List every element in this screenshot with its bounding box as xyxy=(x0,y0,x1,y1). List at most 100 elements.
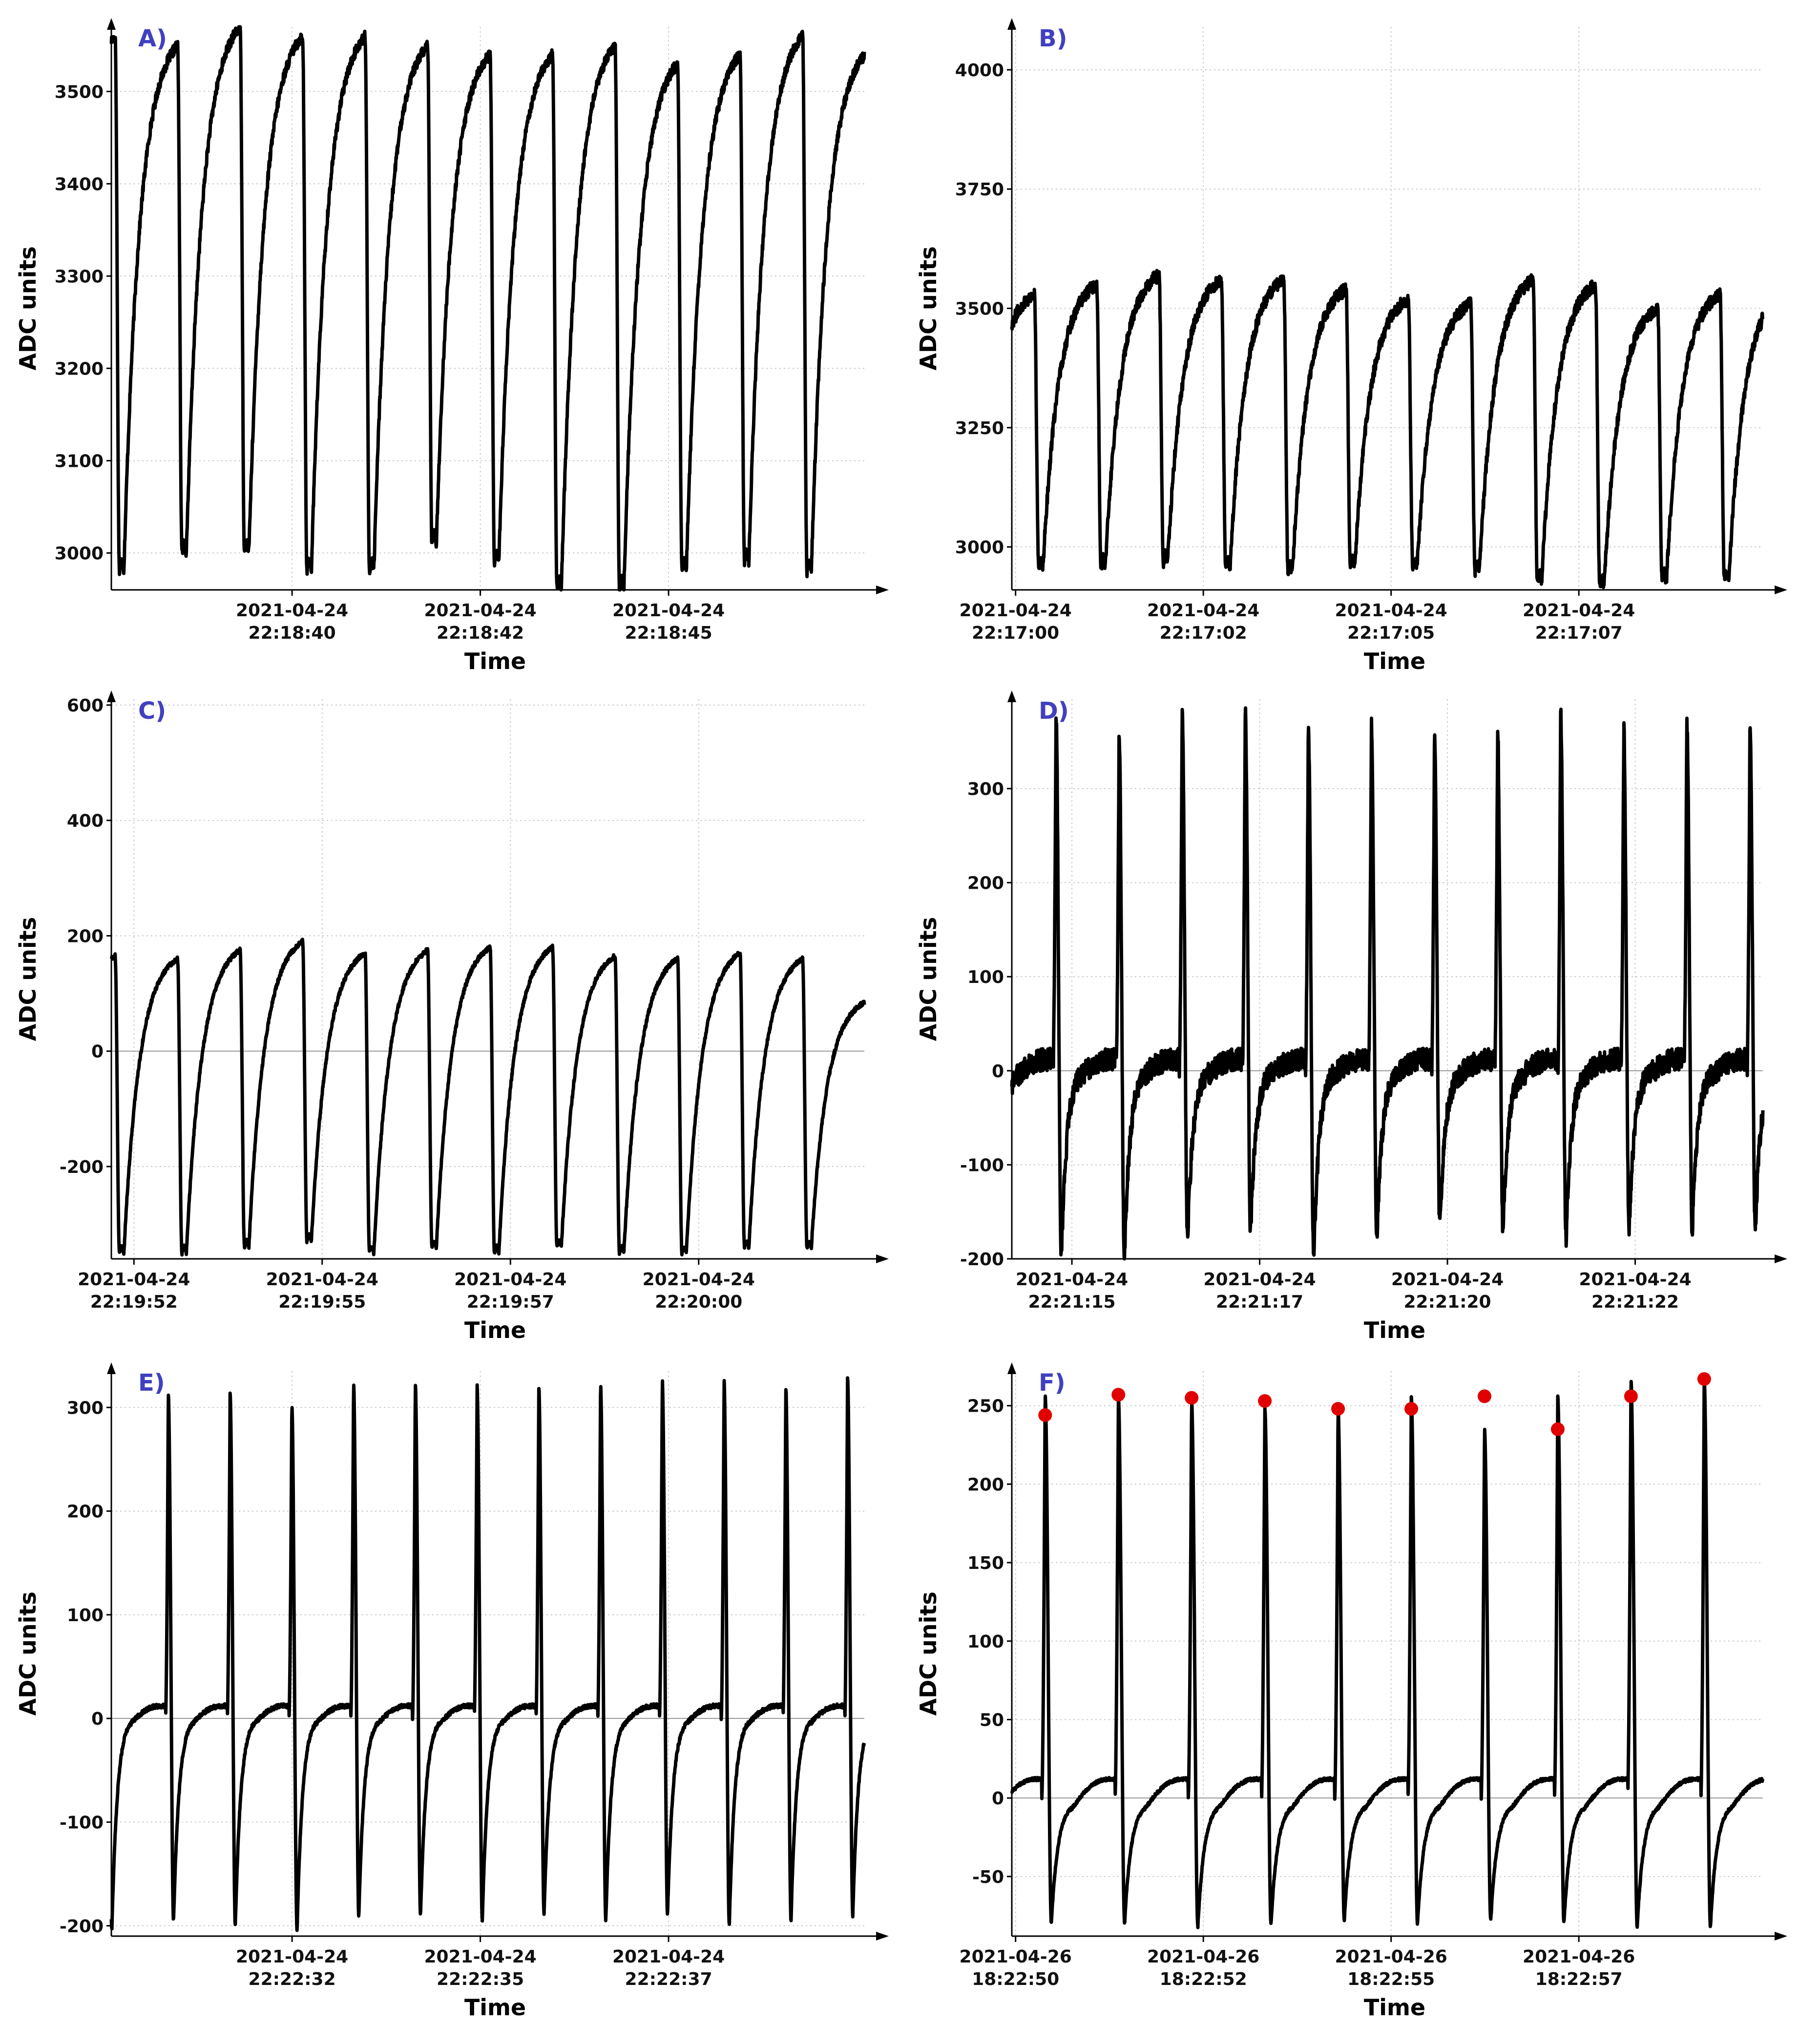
y-tick-label: 300 xyxy=(967,779,1004,799)
y-tick-label: 3200 xyxy=(55,359,104,379)
x-tick-date: 2021-04-24 xyxy=(1335,601,1447,621)
x-axis-title: Time xyxy=(1364,1994,1425,2021)
y-tick-label: 3750 xyxy=(955,180,1004,200)
x-tick-time: 22:21:20 xyxy=(1403,1292,1491,1312)
y-tick-label: 100 xyxy=(967,1632,1004,1652)
y-tick-label: 200 xyxy=(67,1502,104,1522)
panel-E: -200-10001002003002021-04-2422:22:322021… xyxy=(15,1362,889,2021)
x-tick-date: 2021-04-26 xyxy=(960,1947,1072,1967)
y-axis-title: ADC units xyxy=(15,1591,41,1715)
x-tick-time: 22:21:15 xyxy=(1028,1292,1115,1312)
y-tick-label: 4000 xyxy=(955,61,1004,81)
series-line xyxy=(1010,706,1765,1261)
y-tick-label: 3000 xyxy=(955,538,1004,558)
panel-label: E) xyxy=(138,1369,165,1397)
panel-D: -200-10001002003002021-04-2422:21:152021… xyxy=(915,690,1787,1343)
x-axis-title: Time xyxy=(1364,648,1425,674)
y-tick-label: 3250 xyxy=(955,418,1004,438)
y-axis-title: ADC units xyxy=(915,246,941,370)
x-tick-date: 2021-04-24 xyxy=(1579,1270,1691,1290)
x-tick-date: 2021-04-24 xyxy=(1147,601,1259,621)
y-tick-label: 3000 xyxy=(55,543,104,564)
y-tick-label: -50 xyxy=(972,1867,1004,1887)
y-axis-arrow-icon xyxy=(107,18,116,30)
y-tick-label: 0 xyxy=(992,1062,1004,1082)
panel-label: D) xyxy=(1039,697,1069,725)
peak-marker xyxy=(1111,1388,1126,1402)
y-tick-label: 600 xyxy=(67,696,104,716)
x-axis-title: Time xyxy=(464,1994,526,2021)
x-tick-time: 22:17:00 xyxy=(972,623,1059,643)
x-tick-date: 2021-04-24 xyxy=(1203,1270,1316,1290)
x-tick-date: 2021-04-24 xyxy=(612,1947,725,1967)
y-tick-label: 100 xyxy=(67,1606,104,1626)
x-tick-time: 22:21:17 xyxy=(1216,1292,1303,1312)
y-tick-label: -100 xyxy=(60,1813,104,1833)
panel-label: F) xyxy=(1039,1369,1066,1397)
series-line xyxy=(109,1376,866,1932)
y-axis-arrow-icon xyxy=(1007,1362,1016,1374)
y-tick-label: 300 xyxy=(67,1398,104,1418)
grid xyxy=(1012,699,1763,1259)
x-tick-date: 2021-04-26 xyxy=(1335,1947,1447,1967)
peak-marker xyxy=(1185,1391,1199,1405)
y-axis-arrow-icon xyxy=(107,1362,116,1374)
y-tick-label: 0 xyxy=(992,1789,1004,1809)
y-tick-label: 150 xyxy=(967,1553,1004,1573)
grid xyxy=(111,27,864,590)
series-line xyxy=(1010,269,1765,589)
series-line xyxy=(110,938,866,1257)
series-line xyxy=(1010,1377,1765,1929)
panel-label: B) xyxy=(1039,25,1067,52)
x-axis-title: Time xyxy=(1364,1317,1425,1343)
peak-marker xyxy=(1331,1402,1345,1416)
y-axis-title: ADC units xyxy=(915,917,941,1041)
y-tick-label: 3400 xyxy=(55,174,104,194)
y-tick-label: -200 xyxy=(60,1917,104,1937)
x-tick-time: 22:18:42 xyxy=(437,623,524,643)
panel-C: -20002004006002021-04-2422:19:522021-04-… xyxy=(15,690,889,1343)
x-tick-date: 2021-04-24 xyxy=(236,601,348,621)
y-tick-label: 3100 xyxy=(55,451,104,471)
x-tick-time: 22:19:55 xyxy=(278,1292,366,1312)
y-tick-label: 400 xyxy=(67,811,104,831)
y-tick-label: 0 xyxy=(91,1042,104,1062)
x-tick-time: 22:18:40 xyxy=(249,623,336,643)
y-axis-title: ADC units xyxy=(15,917,41,1041)
peak-marker xyxy=(1550,1422,1565,1436)
x-tick-date: 2021-04-24 xyxy=(424,601,536,621)
x-tick-time: 22:17:07 xyxy=(1535,623,1623,643)
x-axis-arrow-icon xyxy=(876,1932,889,1941)
y-axis-arrow-icon xyxy=(1007,690,1016,702)
x-tick-date: 2021-04-24 xyxy=(612,601,725,621)
y-tick-label: -100 xyxy=(960,1155,1004,1175)
panel-A: 3000310032003300340035002021-04-2422:18:… xyxy=(15,18,889,674)
x-axis-title: Time xyxy=(464,1317,526,1343)
x-tick-date: 2021-04-24 xyxy=(1016,1270,1128,1290)
grid xyxy=(111,699,864,1259)
x-tick-time: 22:19:57 xyxy=(467,1292,554,1312)
y-tick-label: 200 xyxy=(967,1475,1004,1495)
y-tick-label: -200 xyxy=(60,1157,104,1177)
grid xyxy=(111,1371,864,1936)
x-tick-time: 18:22:52 xyxy=(1160,1969,1247,1989)
x-axis-arrow-icon xyxy=(876,585,889,594)
y-axis-title: ADC units xyxy=(15,246,41,370)
panel-label: A) xyxy=(138,25,167,52)
peak-marker xyxy=(1697,1372,1711,1386)
peak-marker xyxy=(1038,1408,1052,1422)
x-axis-arrow-icon xyxy=(1775,1932,1787,1941)
y-tick-label: 0 xyxy=(91,1709,104,1729)
x-tick-date: 2021-04-24 xyxy=(424,1947,536,1967)
x-axis-arrow-icon xyxy=(876,1254,889,1263)
x-tick-date: 2021-04-24 xyxy=(1523,601,1635,621)
y-tick-label: 3300 xyxy=(55,267,104,287)
x-tick-date: 2021-04-24 xyxy=(236,1947,348,1967)
y-axis-title: ADC units xyxy=(915,1591,941,1715)
panel-B: 300032503500375040002021-04-2422:17:0020… xyxy=(915,18,1787,674)
x-tick-time: 18:22:57 xyxy=(1535,1969,1623,1989)
x-tick-time: 22:22:37 xyxy=(625,1969,712,1989)
x-tick-time: 22:22:32 xyxy=(249,1969,336,1989)
x-tick-date: 2021-04-24 xyxy=(643,1270,755,1290)
